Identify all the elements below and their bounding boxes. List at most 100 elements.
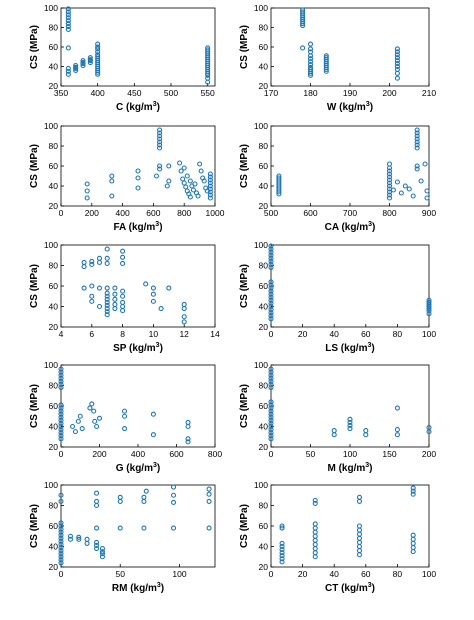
y-tick-label: 20 — [49, 201, 59, 211]
scatter-panel: 500 600 700 800 900 20 40 60 80 100 CA (kg/m3) CS (… — [239, 121, 436, 233]
data-point — [185, 419, 191, 425]
data-point — [394, 432, 400, 438]
data-point — [164, 183, 170, 189]
x-axis-label-text: CA (kg/m — [325, 222, 369, 233]
data-point — [205, 75, 211, 81]
x-tick-label: 50 — [115, 569, 125, 579]
data-point — [89, 298, 95, 304]
data-point — [268, 261, 274, 268]
data-point — [91, 408, 97, 414]
data-point — [268, 369, 274, 375]
data-point — [58, 402, 64, 408]
data-point — [386, 192, 393, 198]
data-point — [206, 491, 212, 497]
data-point — [394, 49, 400, 55]
y-tick-label: 60 — [49, 521, 59, 531]
x-axis-label-superscript: 3 — [157, 582, 161, 589]
x-axis-label: CT (kg/m3) — [325, 582, 375, 594]
data-point — [312, 533, 318, 539]
data-point — [192, 181, 198, 187]
x-tick-label: 20 — [298, 329, 308, 339]
data-point — [207, 183, 213, 189]
data-point — [58, 529, 64, 535]
data-point — [347, 416, 353, 422]
x-tick-label: 190 — [343, 88, 357, 98]
y-tick-label: 100 — [254, 3, 268, 13]
data-point — [65, 9, 71, 15]
data-point — [93, 498, 100, 504]
x-axis-label: CA (kg/m3) — [325, 221, 376, 233]
x-tick-label: 210 — [422, 88, 436, 98]
data-point — [104, 285, 110, 291]
x-tick-label: 60 — [361, 569, 371, 579]
x-tick-label: 100 — [172, 569, 186, 579]
data-point — [414, 163, 420, 169]
data-point — [356, 527, 363, 533]
data-point — [95, 49, 101, 55]
data-point — [363, 428, 369, 434]
x-tick-label: 550 — [201, 88, 215, 98]
data-point — [157, 136, 163, 142]
data-point — [95, 54, 101, 60]
data-point — [363, 432, 369, 438]
data-point — [89, 401, 95, 407]
data-point — [307, 53, 314, 59]
data-point — [410, 485, 416, 491]
data-point — [426, 297, 432, 303]
data-point — [279, 553, 285, 559]
data-point — [170, 492, 177, 498]
data-point — [268, 372, 274, 378]
plot-area-frame — [270, 244, 430, 328]
x-tick-label: 150 — [382, 449, 396, 459]
data-point — [307, 59, 314, 65]
x-tick-label: 60 — [361, 329, 371, 339]
data-point — [279, 525, 285, 531]
data-point — [181, 314, 187, 320]
data-point — [268, 285, 274, 291]
data-point — [181, 180, 187, 186]
x-tick-label: 6 — [89, 329, 94, 339]
data-point — [201, 178, 207, 184]
data-point — [207, 171, 213, 177]
data-point — [207, 192, 213, 198]
x-tick-label: 1000 — [206, 208, 225, 218]
data-point — [268, 417, 274, 423]
data-point — [73, 65, 79, 71]
data-point — [205, 45, 211, 51]
data-point — [104, 296, 110, 302]
x-tick-label: 500 — [164, 88, 178, 98]
data-point — [410, 549, 416, 555]
data-point — [135, 168, 141, 174]
y-tick-label: 100 — [44, 360, 58, 370]
x-tick-label: 400 — [116, 208, 130, 218]
data-point — [58, 420, 64, 426]
data-point — [347, 419, 353, 425]
data-point — [99, 554, 106, 560]
data-point — [279, 547, 285, 553]
x-tick-label: 100 — [343, 449, 357, 459]
data-point — [104, 246, 110, 252]
data-point — [207, 186, 213, 192]
x-tick-label: 0 — [59, 569, 64, 579]
data-point — [181, 165, 187, 171]
y-tick-label: 80 — [259, 381, 269, 391]
data-point — [75, 418, 81, 424]
data-point — [58, 417, 64, 423]
data-point — [157, 166, 163, 172]
data-point — [93, 545, 100, 552]
data-point — [268, 300, 274, 306]
data-point — [58, 369, 64, 375]
y-tick-label: 60 — [49, 281, 59, 291]
data-point — [89, 261, 95, 268]
x-axis-label-superscript: 3 — [365, 462, 369, 469]
data-point — [279, 559, 285, 565]
data-point — [356, 523, 363, 529]
scatter-panel: 350 400 450 500 550 20 40 60 80 100 C (kg/m3) CS (M… — [29, 3, 216, 113]
y-tick-label: 60 — [259, 281, 269, 291]
x-tick-label: 4 — [59, 329, 64, 339]
data-point — [80, 62, 86, 69]
data-point — [424, 188, 430, 194]
data-point — [65, 65, 71, 71]
data-point — [268, 282, 274, 288]
data-point — [307, 56, 314, 62]
